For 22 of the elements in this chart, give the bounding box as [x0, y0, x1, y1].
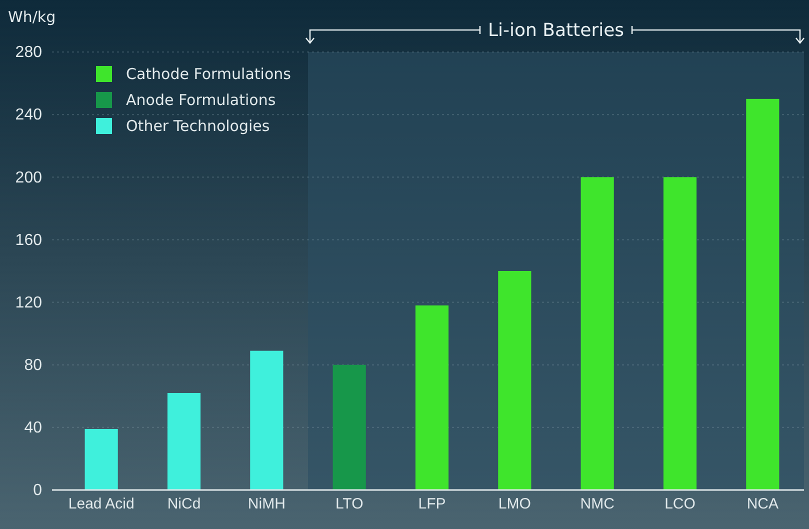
legend-label: Cathode Formulations — [126, 65, 292, 83]
x-tick-label: NiCd — [167, 496, 201, 513]
y-tick-label: 0 — [33, 482, 42, 500]
band-label: Li-ion Batteries — [488, 20, 624, 41]
legend-label: Anode Formulations — [126, 91, 276, 109]
x-tick-label: NiMH — [248, 496, 286, 513]
x-tick-label: NCA — [746, 496, 779, 513]
y-tick-label: 120 — [15, 294, 42, 312]
y-tick-label: 240 — [15, 106, 42, 124]
y-tick-label: 280 — [15, 44, 42, 62]
y-tick-label: 80 — [24, 356, 42, 374]
x-tick-label: LTO — [335, 496, 364, 513]
y-tick-label: 40 — [24, 420, 42, 437]
x-tick-label: Lead Acid — [68, 496, 134, 513]
y-axis-title: Wh/kg — [8, 8, 56, 26]
x-tick-label: LMO — [498, 496, 531, 513]
legend-label: Other Technologies — [126, 117, 270, 135]
y-tick-label: 200 — [15, 169, 42, 186]
x-tick-label: LFP — [418, 496, 446, 513]
x-tick-label: NMC — [580, 496, 615, 513]
x-tick-label: LCO — [664, 496, 696, 513]
y-tick-label: 160 — [15, 232, 42, 249]
